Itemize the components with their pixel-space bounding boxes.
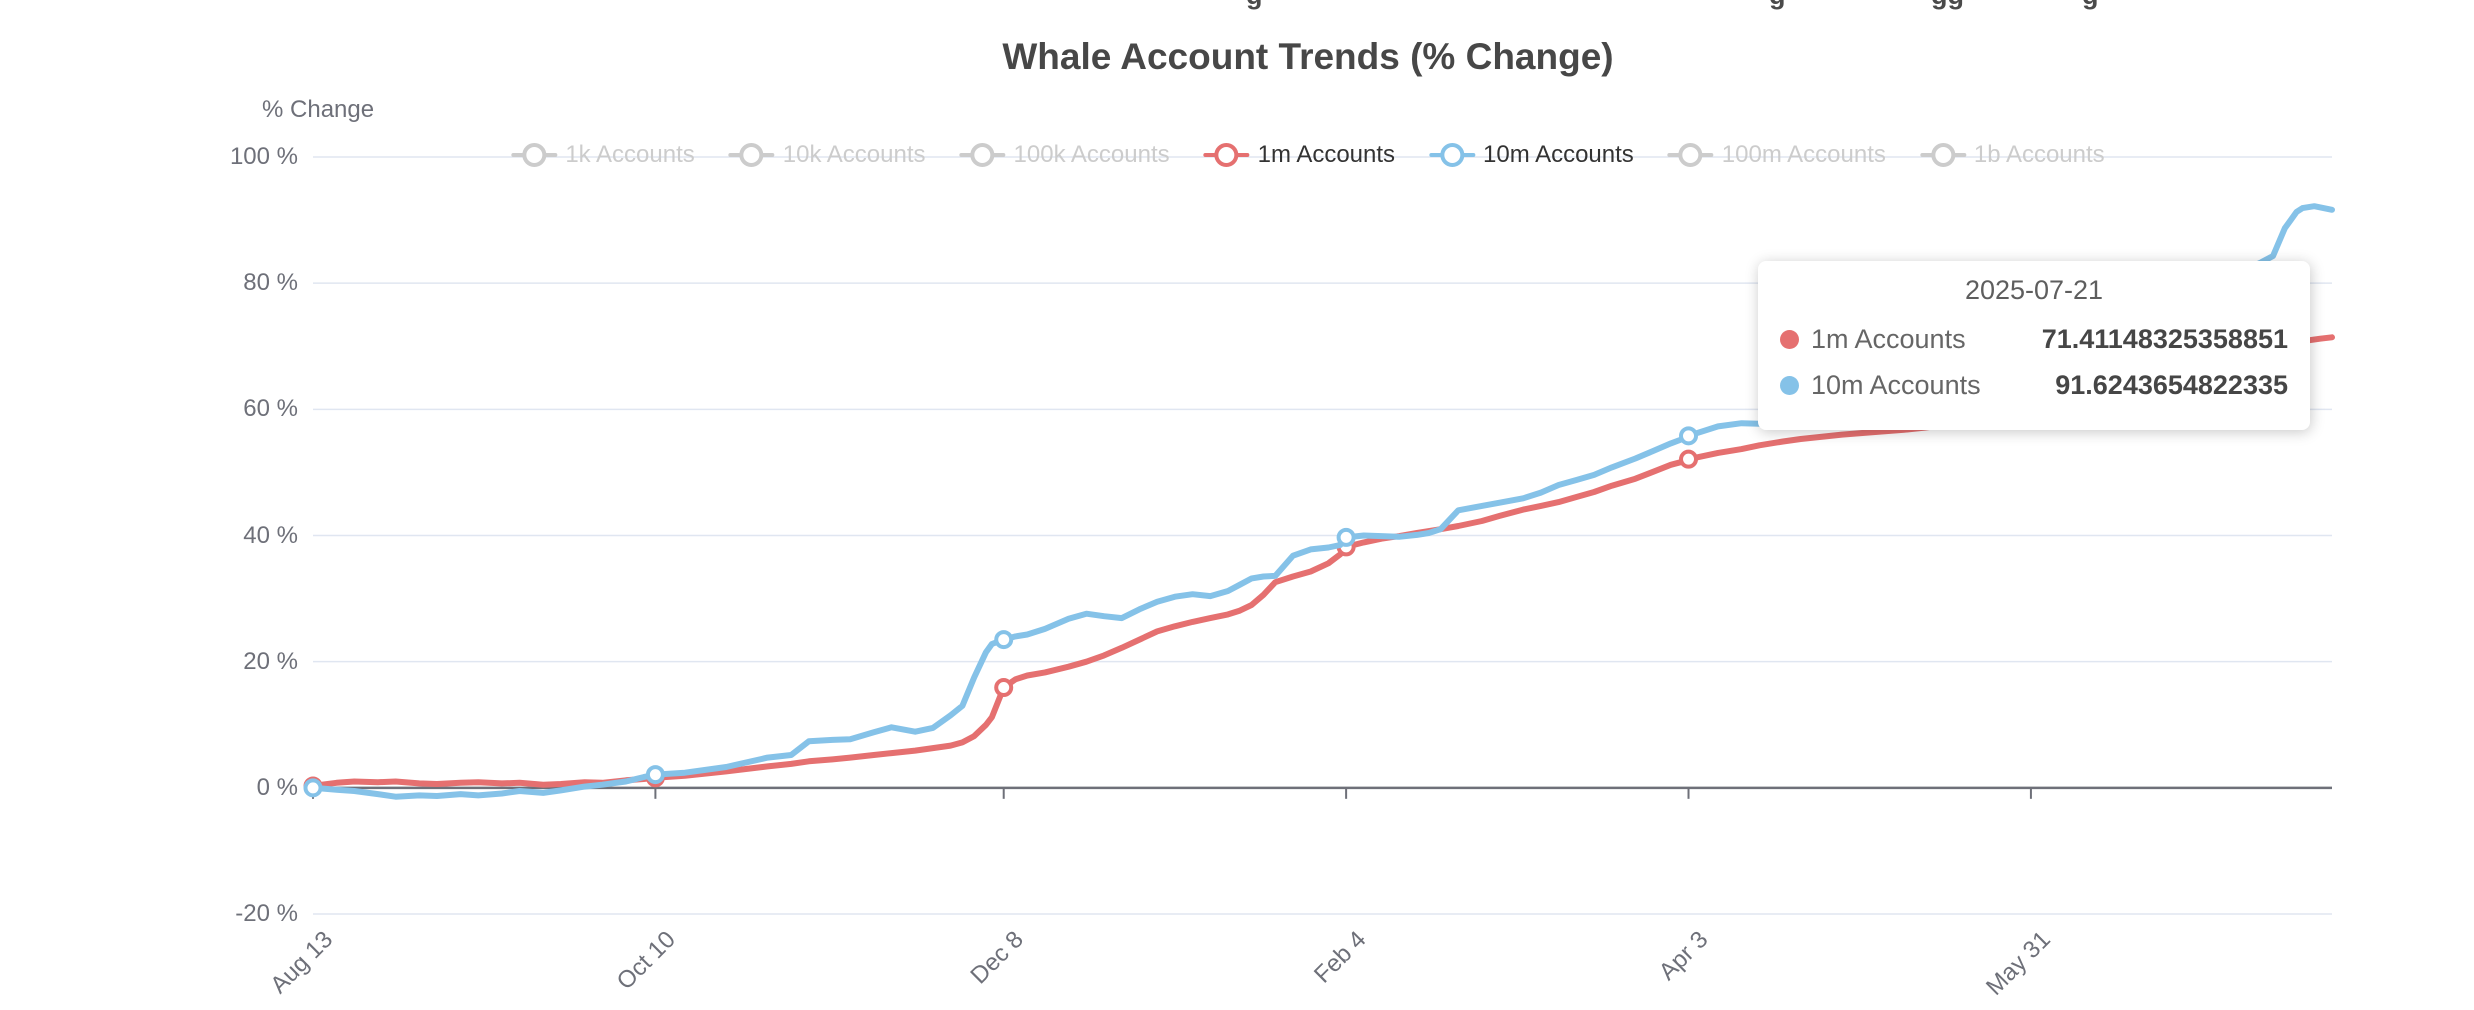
y-axis-label: 40 % xyxy=(243,521,298,549)
y-axis-name: % Change xyxy=(262,96,375,123)
legend-item-100m-accounts[interactable]: 100m Accounts xyxy=(1667,140,1886,170)
legend-line-circle-icon xyxy=(1429,140,1476,170)
tooltip-series-row: 1m Accounts 71.41148325358851 xyxy=(1780,316,2288,362)
legend-label: 1m Accounts xyxy=(1257,141,1396,168)
y-axis-label: 80 % xyxy=(243,269,298,297)
y-axis-label: 100 % xyxy=(229,143,298,170)
tooltip-date: 2025-07-21 xyxy=(1964,275,2104,305)
chart-title: Whale Account Trends (% Change) xyxy=(1002,36,1614,77)
data-point-marker xyxy=(645,765,665,785)
legend-label: 100m Accounts xyxy=(1721,141,1886,168)
tooltip-series-row: 10m Accounts 91.6243654822335 xyxy=(1780,362,2288,408)
legend-label: 1b Accounts xyxy=(1973,141,2105,168)
legend-item-1m-accounts[interactable]: 1m Accounts xyxy=(1203,140,1396,170)
legend-line-circle-icon xyxy=(1667,140,1714,170)
tooltip-series-value: 91.6243654822335 xyxy=(2055,369,2288,400)
chart-legend: 1k Accounts 10k Accounts 100k Accounts 1m A… xyxy=(511,140,2105,170)
legend-item-10k-accounts[interactable]: 10k Accounts xyxy=(728,140,926,170)
legend-line-circle-icon xyxy=(511,140,558,170)
legend-line-circle-icon xyxy=(728,140,775,170)
legend-item-1k-accounts[interactable]: 1k Accounts xyxy=(511,140,695,170)
legend-line-circle-icon xyxy=(959,140,1006,170)
data-point-marker xyxy=(1336,527,1356,547)
y-axis-label: 20 % xyxy=(243,647,298,675)
legend-label: 1k Accounts xyxy=(565,141,695,168)
data-point-marker xyxy=(994,678,1014,698)
data-point-marker xyxy=(1679,449,1699,469)
clipped-text-fragment: g xyxy=(2082,0,2099,9)
legend-line-circle-icon xyxy=(1919,140,1966,170)
data-point-marker xyxy=(1679,426,1699,446)
clipped-text-fragment: g xyxy=(1246,0,1263,9)
tooltip-series-label: 10m Accounts xyxy=(1811,369,1981,400)
legend-item-100k-accounts[interactable]: 100k Accounts xyxy=(959,140,1170,170)
clipped-text-fragment: gg xyxy=(1931,0,1964,9)
tooltip-series-label: 1m Accounts xyxy=(1811,323,1966,354)
legend-label: 10m Accounts xyxy=(1483,141,1634,168)
y-axis-label: 0 % xyxy=(256,773,298,801)
clipped-text-fragment: g xyxy=(1769,0,1786,9)
tooltip-series-value: 71.41148325358851 xyxy=(2041,323,2288,354)
legend-item-1b-accounts[interactable]: 1b Accounts xyxy=(1919,140,2105,170)
legend-line-circle-icon xyxy=(1203,140,1250,170)
legend-item-10m-accounts[interactable]: 10m Accounts xyxy=(1429,140,1634,170)
y-axis-label: 60 % xyxy=(243,395,298,423)
series-color-dot-icon xyxy=(1780,375,1799,395)
y-axis-label: -20 % xyxy=(235,900,298,927)
chart-tooltip: 2025-07-21 1m Accounts 71.41148325358851 1… xyxy=(1758,261,2310,430)
data-point-marker xyxy=(303,778,323,798)
legend-label: 100k Accounts xyxy=(1013,141,1170,168)
legend-label: 10k Accounts xyxy=(782,141,926,168)
data-point-marker xyxy=(994,630,1014,650)
series-color-dot-icon xyxy=(1780,329,1799,349)
